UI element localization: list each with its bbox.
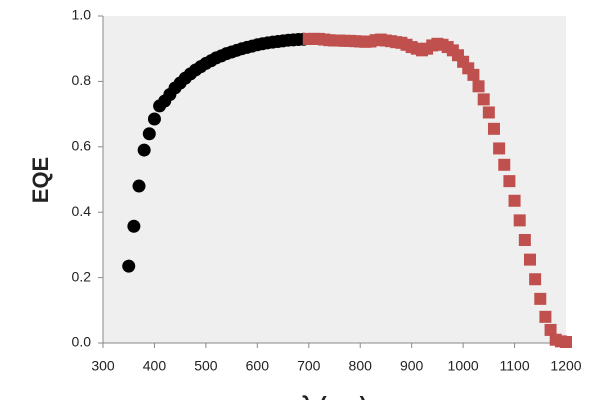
x-tick-label: 900 <box>400 358 424 374</box>
y-axis-title: EQE <box>28 157 53 203</box>
y-tick-label: 0.8 <box>72 72 92 88</box>
point <box>122 259 136 273</box>
point <box>534 292 547 305</box>
point <box>142 127 156 141</box>
point <box>147 112 161 126</box>
plot-area <box>103 16 566 343</box>
point <box>493 142 506 155</box>
point <box>503 175 516 188</box>
point <box>560 336 572 349</box>
point <box>544 323 557 336</box>
point <box>127 219 141 233</box>
x-tick-label: 1100 <box>500 358 530 374</box>
point <box>477 93 490 106</box>
x-axis-title: λ (nm) <box>301 392 367 400</box>
point <box>529 273 542 286</box>
point <box>487 122 500 135</box>
x-tick-label: 1200 <box>550 358 581 374</box>
x-tick-label: 800 <box>349 358 373 374</box>
point <box>508 194 521 207</box>
point <box>137 143 151 157</box>
y-tick-label: 0.2 <box>72 268 92 284</box>
point <box>472 80 485 93</box>
point <box>523 253 536 266</box>
point <box>513 214 526 227</box>
x-tick-label: 400 <box>143 358 167 374</box>
point <box>498 158 511 171</box>
point <box>518 233 531 246</box>
y-tick-label: 1.0 <box>72 7 92 23</box>
x-tick-label: 500 <box>194 358 218 374</box>
y-tick-label: 0.4 <box>72 203 92 219</box>
point <box>132 179 146 193</box>
point <box>467 68 480 81</box>
y-tick-label: 0.0 <box>72 334 92 350</box>
point <box>482 106 495 119</box>
x-tick-label: 600 <box>246 358 270 374</box>
x-tick-label: 1000 <box>448 358 479 374</box>
x-tick-label: 300 <box>91 358 115 374</box>
y-tick-label: 0.6 <box>72 138 92 154</box>
x-tick-label: 700 <box>297 358 321 374</box>
point <box>539 310 552 323</box>
